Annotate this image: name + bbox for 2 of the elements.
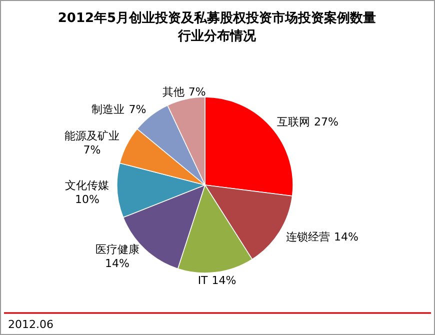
title: 2012年5月创业投资及私募股权投资市场投资案例数量行业分布情况 xyxy=(58,11,376,44)
text: 2012.06 xyxy=(8,318,54,331)
